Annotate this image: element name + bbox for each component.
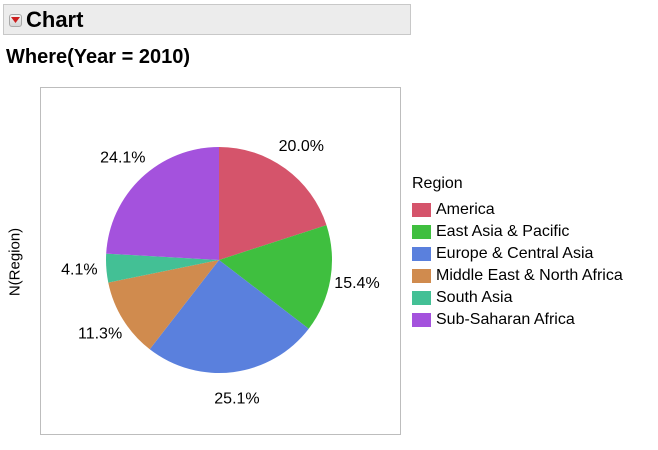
- slice-percent-label: 24.1%: [100, 150, 145, 167]
- pie-slice[interactable]: [219, 147, 327, 260]
- legend-label: Europe & Central Asia: [436, 245, 594, 262]
- legend-label: Sub-Saharan Africa: [436, 311, 575, 328]
- legend-item[interactable]: America: [412, 199, 623, 221]
- slice-percent-label: 4.1%: [61, 262, 97, 279]
- legend-title: Region: [412, 175, 463, 192]
- legend-swatch: [412, 291, 431, 305]
- chart-outline-header[interactable]: Chart: [3, 4, 411, 35]
- legend-item[interactable]: Middle East & North Africa: [412, 265, 623, 287]
- legend-item[interactable]: Europe & Central Asia: [412, 243, 623, 265]
- pie-slice[interactable]: [219, 225, 333, 329]
- legend-label: East Asia & Pacific: [436, 223, 570, 240]
- legend-swatch: [412, 203, 431, 217]
- legend-label: South Asia: [436, 289, 513, 306]
- slice-percent-label: 15.4%: [334, 275, 379, 292]
- slice-percent-label: 11.3%: [78, 325, 122, 342]
- legend-swatch: [412, 313, 431, 327]
- legend-item[interactable]: South Asia: [412, 287, 623, 309]
- slice-percent-label: 25.1%: [214, 390, 259, 407]
- pie-slice[interactable]: [108, 260, 219, 350]
- legend-swatch: [412, 269, 431, 283]
- legend: Region America East Asia & Pacific Europe …: [412, 174, 623, 331]
- legend-swatch: [412, 247, 431, 261]
- legend-label: Middle East & North Africa: [436, 267, 623, 284]
- where-clause-label: Where(Year = 2010): [6, 46, 190, 68]
- legend-item[interactable]: East Asia & Pacific: [412, 221, 623, 243]
- disclosure-triangle-icon[interactable]: [9, 14, 22, 27]
- pie-slice[interactable]: [106, 253, 219, 283]
- slice-percent-label: 20.0%: [279, 138, 324, 155]
- legend-label: America: [436, 201, 495, 218]
- pie-slice[interactable]: [149, 260, 309, 373]
- outline-title: Chart: [26, 7, 84, 32]
- pie-chart: 20.0% 15.4% 25.1% 11.3% 4.1% 24.1%: [61, 138, 380, 407]
- y-axis-label: N(Region): [6, 227, 24, 297]
- legend-swatch: [412, 225, 431, 239]
- legend-item[interactable]: Sub-Saharan Africa: [412, 309, 623, 331]
- pie-slice[interactable]: [106, 147, 219, 260]
